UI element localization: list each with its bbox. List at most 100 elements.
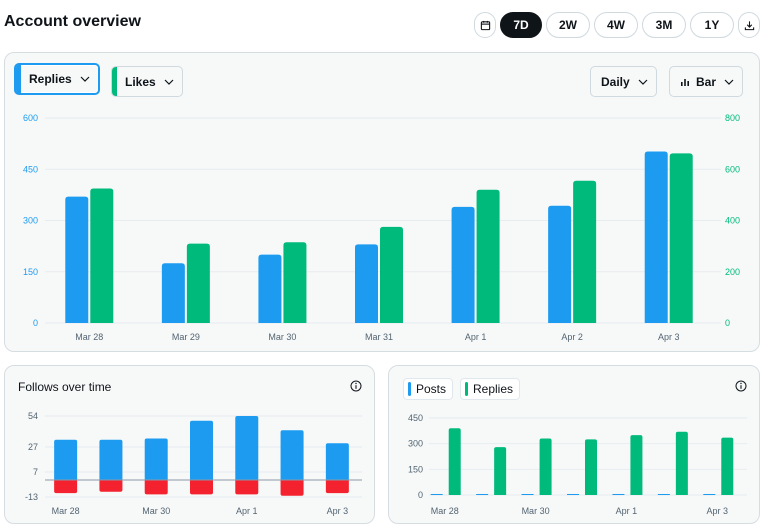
replies-bar (451, 206, 475, 323)
x-tick-label: Apr 1 (236, 506, 258, 516)
replies-bar (548, 205, 572, 323)
engagement-panel: Replies Likes Daily Bar 600 450 300 150 0 800… (4, 52, 760, 352)
likes-bar (573, 180, 597, 323)
legend-posts-indicator (408, 382, 411, 396)
unfollows-bar (144, 480, 168, 495)
page-title: Account overview (4, 13, 141, 30)
x-tick-label: Mar 29 (172, 332, 200, 342)
chevron-down-icon (638, 79, 648, 85)
chevron-down-icon (724, 79, 734, 85)
unfollows-bar (235, 480, 259, 495)
y-left-tick-label: 450 (23, 164, 38, 174)
follows-title: Follows over time (18, 380, 112, 394)
x-tick-label: Apr 3 (707, 506, 729, 516)
follows-panel: Follows over time 54 27 7 -13 Mar 28 Mar 30 Ap… (4, 365, 375, 524)
metric-b-color-indicator (112, 67, 117, 96)
range-1y-button[interactable]: 1Y (690, 12, 734, 38)
y-right-tick-label: 800 (725, 113, 740, 123)
posts-bar (476, 494, 489, 495)
replies-bar (65, 196, 89, 323)
follows-bar (280, 430, 304, 480)
y-right-tick-label: 200 (725, 267, 740, 277)
replies-bar (585, 439, 597, 495)
y-tick-label: -13 (25, 492, 38, 502)
y-left-tick-label: 300 (23, 216, 38, 226)
x-tick-label: Mar 30 (268, 332, 296, 342)
follows-bar (325, 443, 349, 480)
replies-bar (539, 438, 552, 495)
replies-bar (494, 447, 507, 495)
chart-type-select[interactable]: Bar (669, 66, 744, 97)
unfollows-bar (325, 480, 349, 494)
likes-bar (476, 189, 500, 323)
replies-bar (258, 254, 282, 323)
range-2w-button[interactable]: 2W (546, 12, 590, 38)
metric-a-label: Replies (29, 72, 72, 86)
unfollows-bar (280, 480, 304, 496)
legend-replies-indicator (465, 382, 468, 396)
y-tick-label: 150 (408, 464, 423, 474)
x-tick-label: Mar 28 (431, 506, 459, 516)
interval-select[interactable]: Daily (590, 66, 657, 97)
replies-bar (675, 431, 688, 495)
interval-label: Daily (601, 74, 630, 89)
y-right-tick-label: 400 (725, 216, 740, 226)
legend-replies[interactable]: Replies (460, 378, 521, 400)
y-tick-label: 0 (418, 490, 423, 500)
y-left-tick-label: 150 (23, 267, 38, 277)
x-tick-label: Apr 1 (465, 332, 487, 342)
chevron-down-icon (80, 76, 90, 82)
likes-bar (283, 242, 307, 323)
x-tick-label: Mar 30 (142, 506, 170, 516)
replies-bar (161, 263, 185, 323)
range-4w-button[interactable]: 4W (594, 12, 638, 38)
calendar-button[interactable] (474, 12, 496, 38)
info-icon[interactable] (735, 380, 747, 392)
range-toolbar: 7D 2W 4W 3M 1Y (474, 12, 760, 38)
follows-bar (144, 438, 168, 480)
unfollows-bar (54, 480, 78, 494)
bar-chart-icon (681, 78, 689, 86)
x-tick-label: Mar 31 (365, 332, 393, 342)
legend-posts[interactable]: Posts (403, 378, 454, 400)
chart-type-label: Bar (696, 74, 717, 89)
metric-b-select[interactable]: Likes (111, 66, 183, 97)
legend-posts-label: Posts (416, 382, 447, 396)
likes-bar (669, 153, 693, 323)
info-icon[interactable] (350, 380, 362, 392)
follows-bar (99, 439, 123, 480)
x-tick-label: Apr 3 (327, 506, 349, 516)
download-button[interactable] (738, 12, 760, 38)
posts-bar (521, 494, 534, 495)
likes-bar (186, 243, 210, 323)
y-right-tick-label: 0 (725, 318, 730, 328)
metric-a-select[interactable]: Replies (14, 63, 100, 95)
range-3m-button[interactable]: 3M (642, 12, 686, 38)
posts-replies-bar-chart: 450 300 150 0 Mar 28 Mar 30 Apr 1 Apr 3 (408, 413, 747, 516)
y-tick-label: 450 (408, 413, 423, 423)
y-tick-label: 54 (28, 411, 38, 421)
calendar-icon (480, 20, 490, 30)
follows-bar (235, 416, 259, 480)
posts-bar (612, 494, 625, 495)
y-right-tick-label: 600 (725, 164, 740, 174)
likes-bar (90, 188, 114, 323)
replies-bar (721, 437, 734, 495)
unfollows-bar (190, 480, 213, 495)
replies-bar (355, 244, 378, 323)
posts-replies-panel: Posts Replies 450 300 150 0 Mar 28 Mar 30 Apr … (388, 365, 760, 524)
y-tick-label: 7 (33, 467, 38, 477)
x-tick-label: Apr 1 (616, 506, 638, 516)
unfollows-bar (99, 480, 123, 492)
y-left-tick-label: 600 (23, 113, 38, 123)
download-icon (744, 20, 754, 30)
engagement-bar-chart: 600 450 300 150 0 800 600 400 200 0 Mar 28 Mar 29 Ma… (23, 113, 740, 342)
replies-bar (448, 428, 461, 495)
range-7d-button[interactable]: 7D (500, 12, 542, 38)
posts-bar (703, 494, 716, 495)
chevron-down-icon (164, 79, 174, 85)
metric-a-color-indicator (16, 64, 21, 94)
replies-bar (630, 435, 643, 495)
follows-bar-chart: 54 27 7 -13 Mar 28 Mar 30 Apr 1 Apr 3 (25, 411, 362, 516)
x-tick-label: Mar 28 (52, 506, 80, 516)
